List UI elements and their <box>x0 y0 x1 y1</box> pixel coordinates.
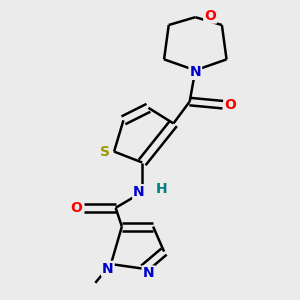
Text: S: S <box>100 145 110 159</box>
Text: N: N <box>142 266 154 280</box>
Text: O: O <box>70 201 83 215</box>
Text: N: N <box>133 185 145 199</box>
Text: O: O <box>204 9 216 22</box>
Text: N: N <box>102 262 114 276</box>
Text: N: N <box>190 65 201 79</box>
Text: O: O <box>225 98 237 112</box>
Text: H: H <box>156 182 167 196</box>
